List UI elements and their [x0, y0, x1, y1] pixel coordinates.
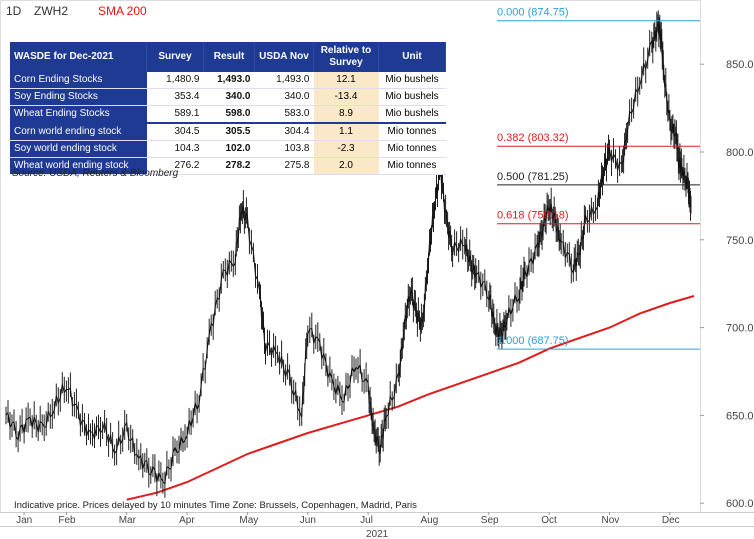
row-relative: 2.0	[313, 157, 379, 175]
col-header-title: WASDE for Dec-2021	[10, 42, 147, 72]
row-name: Soy world ending stock	[10, 140, 147, 158]
row-relative: -13.4	[313, 88, 379, 106]
table-row: Soy Ending Stocks 353.4 340.0 340.0 -13.4 Mio…	[10, 88, 446, 106]
row-unit: Mio bushels	[378, 105, 446, 124]
row-unit: Mio tonnes	[378, 157, 446, 175]
wasde-table: WASDE for Dec-2021 Survey Result USDA No…	[10, 42, 446, 175]
fib-label: 0.000 (874.75)	[497, 7, 569, 19]
row-result: 102.0	[203, 140, 255, 158]
x-tick-label: Dec	[662, 515, 680, 526]
x-tick-label: Jul	[360, 515, 373, 526]
y-tick-label: 700.00	[726, 323, 754, 335]
row-usda-nov: 275.8	[254, 157, 314, 175]
y-tick-label: 750.00	[726, 235, 754, 247]
fib-label: 0.500 (781.25)	[497, 171, 569, 183]
price-line	[5, 10, 692, 498]
fibonacci-levels: 0.000 (874.75) 0.382 (803.32) 0.500 (781.2…	[497, 7, 700, 350]
footer-note: Indicative price. Prices delayed by 10 m…	[14, 500, 417, 511]
row-name: Wheat Ending Stocks	[10, 105, 147, 124]
x-tick-label: Oct	[541, 515, 557, 526]
table-row: Soy world ending stock 104.3 102.0 103.8 -2.…	[10, 140, 446, 158]
row-survey: 589.1	[146, 105, 204, 124]
row-name: Soy Ending Stocks	[10, 88, 147, 106]
row-relative: 1.1	[313, 122, 379, 141]
table-row: Wheat Ending Stocks 589.1 598.0 583.0 8.9 Mio…	[10, 105, 446, 124]
x-tick-label: Sep	[481, 515, 499, 526]
row-survey: 1,480.9	[146, 72, 204, 89]
x-tick-label: Jan	[16, 515, 32, 526]
fib-label: 0.618 (759.18)	[497, 210, 569, 222]
row-result: 340.0	[203, 88, 255, 106]
row-usda-nov: 1,493.0	[254, 72, 314, 89]
x-axis: Jan Feb Mar Apr May Jun Jul Aug Sep Oct Nov Dec 2021	[16, 512, 680, 539]
table-row: Corn world ending stock 304.5 305.5 304.4 1.…	[10, 122, 446, 141]
table-source: Source: USDA, Reuters & Bloomberg	[12, 168, 179, 179]
row-name: Corn world ending stock	[10, 122, 147, 141]
row-name: Corn Ending Stocks	[10, 72, 147, 89]
col-header-unit: Unit	[378, 42, 446, 72]
x-tick-label: Feb	[58, 515, 76, 526]
interval-label[interactable]: 1D	[6, 4, 22, 18]
y-tick-label: 600.00	[726, 498, 754, 510]
x-tick-label: Apr	[179, 515, 195, 526]
sma-200-line	[126, 295, 695, 501]
symbol-label[interactable]: ZWH2	[34, 4, 68, 18]
row-survey: 353.4	[146, 88, 204, 106]
x-tick-label: Aug	[421, 515, 439, 526]
y-tick-label: 850.00	[726, 59, 754, 71]
x-tick-label: Jun	[300, 515, 316, 526]
year-label: 2021	[366, 529, 389, 539]
row-result: 1,493.0	[203, 72, 255, 89]
sma-200-path	[126, 295, 695, 501]
row-survey: 276.2	[146, 157, 204, 175]
row-relative: 12.1	[313, 72, 379, 89]
x-tick-label: May	[239, 515, 258, 526]
row-survey: 104.3	[146, 140, 204, 158]
y-tick-label: 800.00	[726, 147, 754, 159]
row-usda-nov: 340.0	[254, 88, 314, 106]
table-row: Wheat world ending stock 276.2 278.2 275.8 2…	[10, 157, 446, 175]
row-relative: 8.9	[313, 105, 379, 124]
row-unit: Mio tonnes	[378, 122, 446, 141]
row-usda-nov: 103.8	[254, 140, 314, 158]
col-header-result: Result	[203, 42, 255, 72]
row-survey: 304.5	[146, 122, 204, 141]
y-axis: 600.00 650.00 700.00 750.00 800.00 850.00	[700, 59, 754, 510]
table-row: Corn Ending Stocks 1,480.9 1,493.0 1,493.0 1…	[10, 72, 446, 89]
x-tick-label: Nov	[602, 515, 620, 526]
row-relative: -2.3	[313, 140, 379, 158]
row-result: 278.2	[203, 157, 255, 175]
col-header-survey: Survey	[146, 42, 204, 72]
col-header-usda-nov: USDA Nov	[254, 42, 314, 72]
fib-label: 0.382 (803.32)	[497, 132, 569, 144]
row-unit: Mio tonnes	[378, 140, 446, 158]
row-usda-nov: 304.4	[254, 122, 314, 141]
col-header-relative: Relative to Survey	[313, 42, 379, 72]
row-result: 305.5	[203, 122, 255, 141]
x-tick-label: Mar	[119, 515, 137, 526]
row-result: 598.0	[203, 105, 255, 124]
row-usda-nov: 583.0	[254, 105, 314, 124]
fib-label: 1.000 (687.75)	[497, 335, 569, 347]
y-tick-label: 650.00	[726, 410, 754, 422]
grid	[0, 0, 754, 527]
row-unit: Mio bushels	[378, 72, 446, 89]
sma-indicator-label[interactable]: SMA 200	[98, 4, 147, 18]
row-name: Wheat world ending stock	[10, 157, 147, 175]
price-path	[5, 21, 692, 486]
row-unit: Mio bushels	[378, 88, 446, 106]
